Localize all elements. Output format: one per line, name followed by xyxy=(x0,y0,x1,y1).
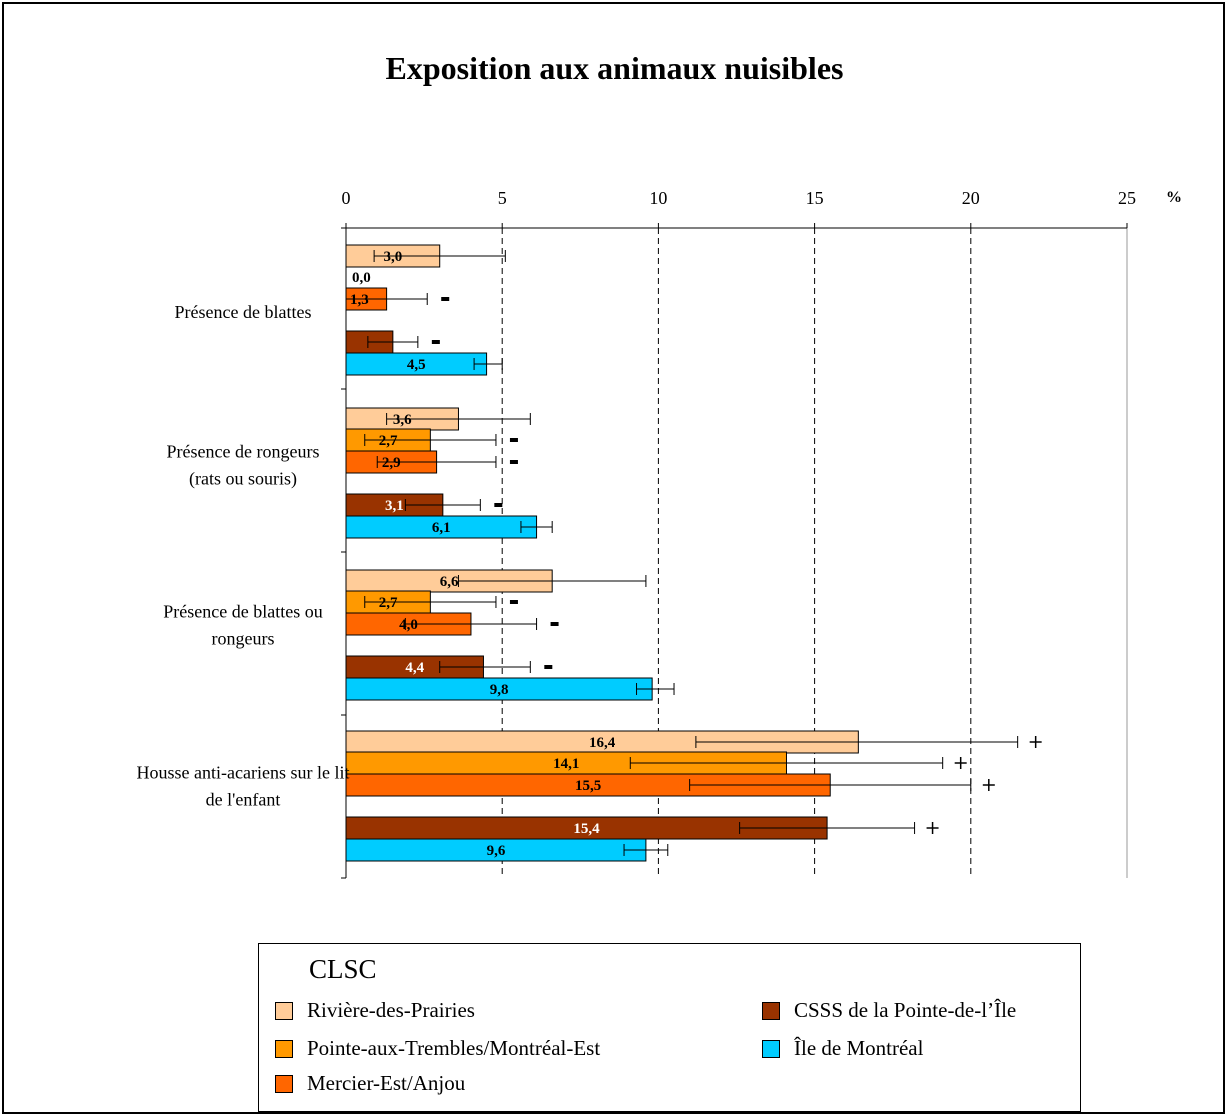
data-label: 0,0 xyxy=(352,270,371,286)
category-label: de l'enfant xyxy=(206,790,281,810)
data-label: 4,5 xyxy=(407,357,426,373)
significance-minus-marker xyxy=(509,438,518,442)
significance-minus-marker xyxy=(550,622,559,626)
data-label: 14,1 xyxy=(553,756,579,772)
data-label: 9,8 xyxy=(490,682,509,698)
x-axis-unit: % xyxy=(1166,189,1182,206)
data-label: 1,3 xyxy=(350,292,369,308)
legend-swatch xyxy=(275,1001,293,1020)
legend-title: CLSC xyxy=(309,954,377,984)
data-label: 3,1 xyxy=(385,498,404,514)
data-label: 6,1 xyxy=(432,520,451,536)
legend-swatch xyxy=(275,1039,293,1058)
legend-label: Mercier-Est/Anjou xyxy=(307,1071,466,1095)
significance-minus-marker xyxy=(431,340,440,344)
legend-item-pointe-aux-trembles: Pointe-aux-Trembles/Montréal-Est xyxy=(275,1036,600,1061)
significance-minus-marker xyxy=(509,600,518,604)
significance-minus-marker xyxy=(441,297,450,301)
legend-label: CSSS de la Pointe-de-l’Île xyxy=(794,998,1017,1022)
significance-minus-marker xyxy=(494,503,503,507)
legend-item-ile-de-montreal: Île de Montréal xyxy=(762,1036,923,1061)
data-label: 4,0 xyxy=(399,617,418,633)
legend-label: Pointe-aux-Trembles/Montréal-Est xyxy=(307,1036,601,1060)
legend-item-csss-pointe-de-l-ile: CSSS de la Pointe-de-l’Île xyxy=(762,998,1016,1023)
x-tick-label: 15 xyxy=(806,188,824,208)
legend-label: Île de Montréal xyxy=(794,1036,924,1060)
legend-swatch xyxy=(762,1001,780,1020)
data-label: 3,0 xyxy=(383,249,402,265)
significance-minus-marker xyxy=(544,665,553,669)
x-tick-label: 25 xyxy=(1118,188,1136,208)
legend-item-mercier-est-anjou: Mercier-Est/Anjou xyxy=(275,1071,465,1096)
x-tick-label: 0 xyxy=(342,188,351,208)
category-label: (rats ou souris) xyxy=(189,469,297,490)
category-label: Housse anti-acariens sur le lit xyxy=(137,763,350,783)
category-label: rongeurs xyxy=(212,629,275,649)
legend-item-riviere-des-prairies: Rivière-des-Prairies xyxy=(275,998,475,1023)
significance-minus-marker xyxy=(509,460,518,464)
data-label: 2,9 xyxy=(382,455,401,471)
data-label: 3,6 xyxy=(393,412,412,428)
data-label: 15,4 xyxy=(573,821,600,837)
x-tick-label: 10 xyxy=(649,188,667,208)
legend-label: Rivière-des-Prairies xyxy=(307,998,475,1022)
data-label: 9,6 xyxy=(487,843,506,859)
legend-swatch xyxy=(275,1074,293,1093)
x-tick-label: 5 xyxy=(498,188,507,208)
data-label: 2,7 xyxy=(379,433,398,449)
data-label: 6,6 xyxy=(440,574,459,590)
legend-swatch xyxy=(762,1039,780,1058)
category-label: Présence de rongeurs xyxy=(167,442,320,462)
data-label: 2,7 xyxy=(379,595,398,611)
legend: CLSC Rivière-des-Prairies Pointe-aux-Tre… xyxy=(258,943,1081,1112)
chart-title: Exposition aux animaux nuisibles xyxy=(385,50,844,86)
data-label: 16,4 xyxy=(589,735,616,751)
category-label: Présence de blattes ou xyxy=(163,602,322,622)
category-label: Présence de blattes xyxy=(175,302,312,322)
x-tick-label: 20 xyxy=(962,188,980,208)
data-label: 15,5 xyxy=(575,778,601,794)
data-label: 4,4 xyxy=(405,660,424,676)
